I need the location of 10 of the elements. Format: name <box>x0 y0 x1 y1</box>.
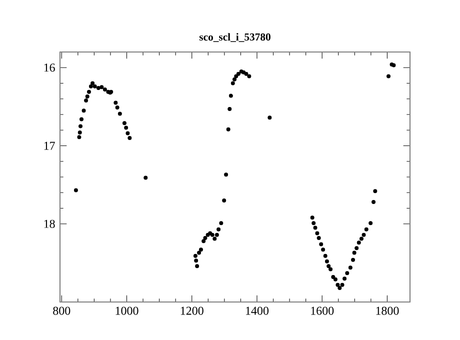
chart-title: sco_scl_i_53780 <box>199 33 270 42</box>
y-tick-label: 16 <box>44 64 55 72</box>
x-tick-label: 1200 <box>180 306 204 315</box>
x-tick-label: 1600 <box>311 306 334 315</box>
x-tick-label: 1000 <box>116 306 138 315</box>
y-tick-label: 17 <box>44 142 55 150</box>
x-tick-label: 1400 <box>246 306 269 315</box>
y-tick-label: 18 <box>44 220 55 228</box>
x-tick-label: 800 <box>53 306 70 315</box>
x-tick-label: 1800 <box>376 306 399 315</box>
